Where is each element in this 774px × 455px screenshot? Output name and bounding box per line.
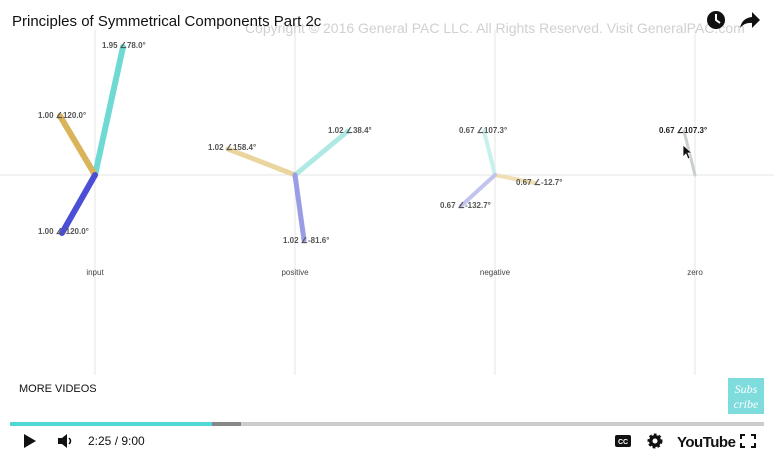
- more-videos[interactable]: MORE VIDEOS: [19, 383, 97, 395]
- phasors-negative: [459, 129, 537, 208]
- subscribe-button[interactable]: Subs cribe: [728, 378, 764, 414]
- captions-button[interactable]: CC: [615, 435, 631, 447]
- axes: [0, 30, 774, 375]
- phasors-input: [57, 44, 126, 236]
- phasor-label: 1.00 ∠-120.0°: [38, 227, 89, 236]
- mouse-cursor: [682, 144, 694, 160]
- watermark: Copyright © 2016 General PAC LLC. All Ri…: [245, 20, 745, 36]
- panel-label: zero: [687, 268, 703, 277]
- phasor-label: 1.02 ∠158.4°: [208, 143, 256, 152]
- phasor: [493, 173, 537, 185]
- fullscreen-button[interactable]: [740, 434, 756, 448]
- settings-button[interactable]: [647, 433, 663, 449]
- phasor: [92, 44, 126, 178]
- phasor-label: 1.00 ∠120.0°: [38, 111, 86, 120]
- panel-label: negative: [480, 268, 511, 277]
- phasor-label: 0.67 ∠-12.7°: [516, 178, 562, 187]
- phasor: [459, 173, 497, 208]
- phasor: [225, 146, 298, 178]
- phasor: [292, 172, 307, 243]
- phasor-label: 0.67 ∠107.3°: [659, 126, 707, 135]
- video-title[interactable]: Principles of Symmetrical Components Par…: [12, 13, 322, 30]
- phasor-label: 1.02 ∠-81.6°: [283, 236, 329, 245]
- phasors-positive: [225, 128, 351, 243]
- captions-label: CC: [618, 439, 628, 446]
- share-icon[interactable]: [740, 12, 760, 28]
- phasor-label: 1.02 ∠38.4°: [328, 126, 372, 135]
- progress-track[interactable]: [10, 422, 764, 426]
- phasor-label: 0.67 ∠-132.7°: [440, 201, 491, 210]
- panel-label: positive: [281, 268, 309, 277]
- watch-later-icon[interactable]: [707, 11, 725, 29]
- subscribe-text: cribe: [734, 397, 759, 411]
- played-bar: [10, 422, 212, 426]
- play-button[interactable]: [24, 434, 36, 448]
- phasor: [57, 113, 98, 178]
- time-display: 2:25 / 9:00: [88, 434, 145, 448]
- phasor-label: 1.95 ∠78.0°: [102, 41, 146, 50]
- volume-button[interactable]: [58, 434, 72, 448]
- phasor: [59, 172, 98, 236]
- panel-label: input: [86, 268, 104, 277]
- subscribe-text: Subs: [735, 382, 758, 396]
- phasor: [482, 129, 497, 177]
- phasor-label: 0.67 ∠107.3°: [459, 126, 507, 135]
- youtube-logo[interactable]: YouTube: [677, 434, 736, 451]
- phasor: [292, 128, 351, 178]
